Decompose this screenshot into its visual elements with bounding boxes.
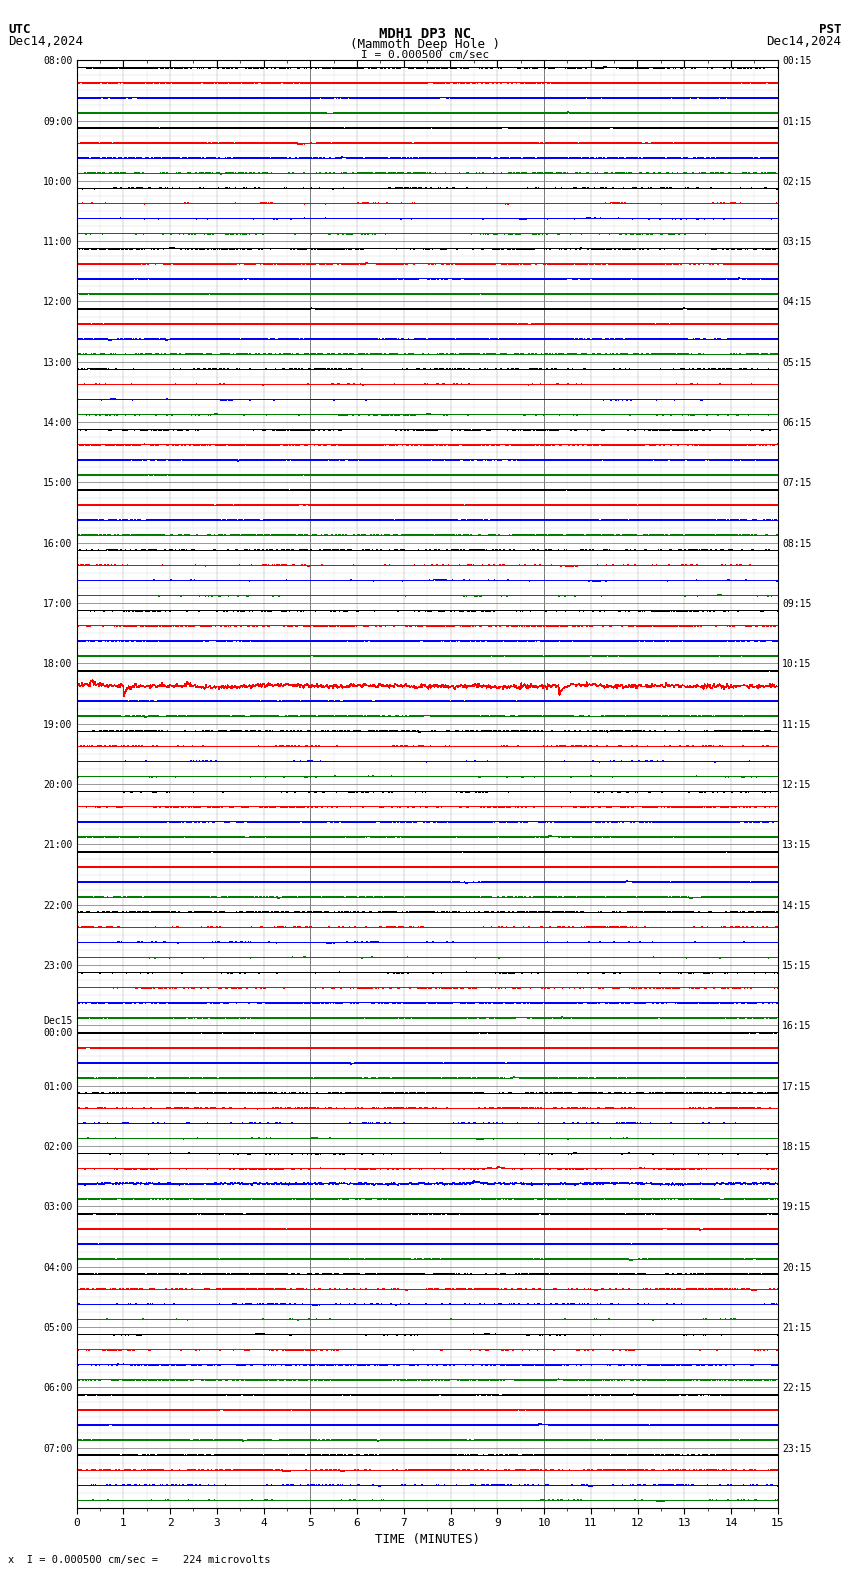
X-axis label: TIME (MINUTES): TIME (MINUTES) — [375, 1533, 479, 1546]
Text: MDH1 DP3 NC: MDH1 DP3 NC — [379, 27, 471, 41]
Text: x  I = 0.000500 cm/sec =    224 microvolts: x I = 0.000500 cm/sec = 224 microvolts — [8, 1555, 271, 1565]
Text: UTC: UTC — [8, 24, 31, 36]
Text: I = 0.000500 cm/sec: I = 0.000500 cm/sec — [361, 51, 489, 60]
Text: Dec14,2024: Dec14,2024 — [767, 35, 842, 48]
Text: Dec14,2024: Dec14,2024 — [8, 35, 83, 48]
Text: (Mammoth Deep Hole ): (Mammoth Deep Hole ) — [350, 38, 500, 51]
Text: PST: PST — [819, 24, 842, 36]
